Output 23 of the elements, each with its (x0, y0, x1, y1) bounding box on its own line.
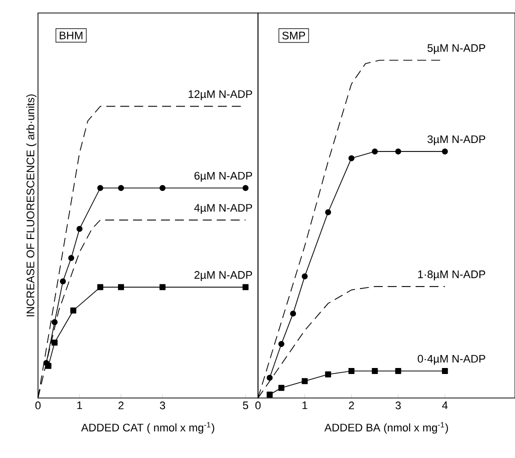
series-label: 1·8µM N-ADP (418, 270, 486, 280)
series-label: 3µM N-ADP (428, 135, 486, 146)
x-tick-label: 5 (242, 402, 248, 410)
chart-title: BHM (60, 32, 82, 40)
x-tick-label: 1 (77, 402, 82, 410)
series-label: 12µM N-ADP (188, 90, 252, 100)
x-tick-label: 0 (35, 402, 41, 410)
series-label: 6µM N-ADP (194, 172, 252, 182)
series-label: 0·4µM N-ADP (418, 354, 486, 365)
x-axis-title: ADDED CAT ( nmol x mg$^{-1}$) (81, 422, 214, 434)
x-tick-label: 2 (118, 402, 124, 410)
x-tick-label: 3 (160, 402, 166, 410)
series-label: 5µM N-ADP (428, 44, 486, 54)
x-axis-title: ADDED BA (nmol x mg$^{-1}$) (324, 422, 448, 434)
series-label: 2µM N-ADP (194, 271, 252, 281)
x-tick-label: 0 (255, 402, 261, 410)
x-tick-label: 4 (442, 402, 448, 410)
chart-title: SMP (282, 32, 306, 40)
x-tick-label: 1 (302, 402, 308, 410)
x-tick-label: 2 (348, 402, 354, 410)
series-label: 4µM N-ADP (194, 204, 252, 214)
x-tick-label: 3 (396, 402, 401, 410)
y-axis-title: INCREASE OF FLUORESCENCE ( arb·units) (26, 94, 36, 316)
